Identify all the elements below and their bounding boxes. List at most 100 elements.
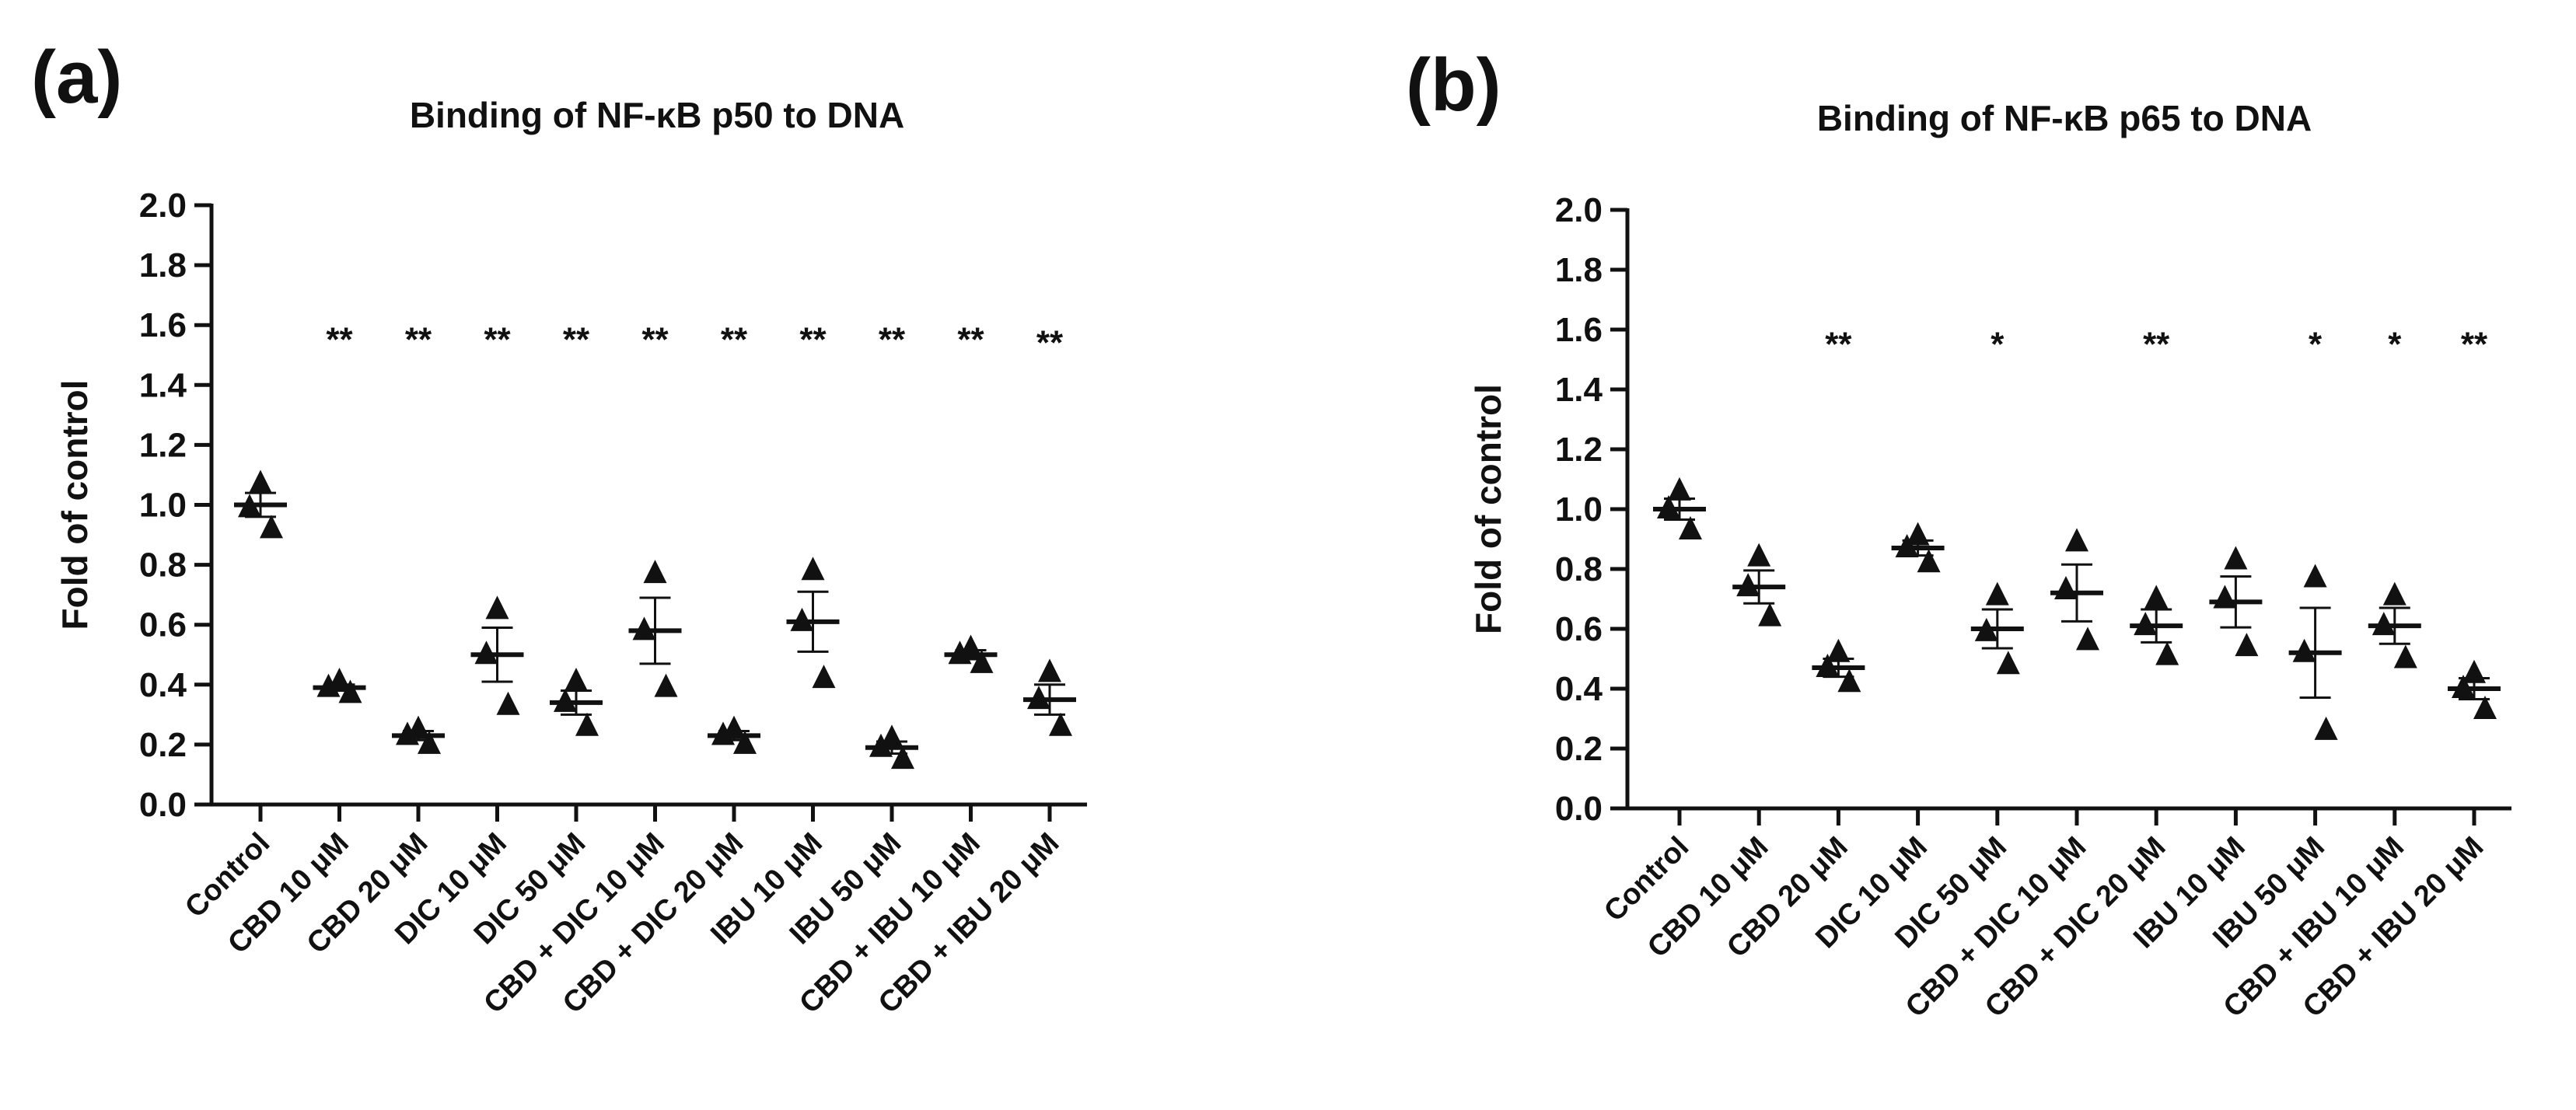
data-point [654, 673, 678, 697]
data-point [711, 721, 735, 745]
significance-marker: * [2309, 325, 2323, 363]
y-tick-label: 0.8 [1555, 550, 1603, 588]
data-point [249, 469, 272, 494]
data-point [2054, 575, 2078, 599]
data-point [1996, 651, 2020, 675]
data-point [2473, 695, 2497, 719]
chart-title: Binding of NF-κB p65 to DNA [1817, 98, 2312, 138]
panel-label: (b) [1406, 44, 1501, 127]
data-point [733, 730, 757, 754]
y-tick-label: 0.0 [1555, 790, 1603, 828]
data-point [316, 673, 341, 697]
data-point [880, 724, 904, 749]
data-point [2303, 564, 2327, 588]
data-point [2224, 546, 2248, 570]
y-tick-label: 2.0 [139, 187, 187, 225]
data-point [1826, 638, 1851, 662]
data-point [2065, 528, 2088, 552]
y-tick-label: 0.2 [139, 726, 187, 764]
y-tick-label: 1.0 [1555, 490, 1603, 529]
data-point [2235, 633, 2259, 657]
y-tick-label: 0.6 [1555, 610, 1603, 648]
data-point [643, 560, 667, 584]
significance-marker: ** [405, 320, 432, 358]
data-point [1974, 617, 1998, 641]
y-tick-label: 0.2 [1555, 730, 1603, 768]
data-point [1049, 712, 1072, 736]
significance-marker: ** [2143, 325, 2170, 363]
data-point [948, 641, 972, 665]
y-tick-label: 1.2 [139, 426, 187, 464]
significance-marker: ** [641, 320, 669, 358]
y-tick-label: 0.4 [1555, 670, 1603, 708]
y-tick-label: 1.0 [139, 487, 187, 525]
y-tick-label: 1.6 [1555, 311, 1603, 349]
data-point [2155, 641, 2179, 665]
data-point [260, 515, 283, 539]
data-point [1736, 573, 1760, 597]
data-point [891, 745, 914, 770]
data-point [554, 688, 577, 712]
data-point [418, 730, 441, 754]
data-point [1906, 522, 1930, 546]
data-point [2372, 612, 2396, 636]
data-point [2144, 585, 2169, 609]
data-point [790, 607, 814, 631]
significance-marker: ** [1036, 323, 1064, 361]
data-point [474, 641, 498, 665]
data-point [1758, 602, 1782, 627]
data-point [632, 616, 656, 641]
y-tick-label: 1.8 [1555, 251, 1603, 289]
data-point [338, 679, 362, 703]
y-tick-label: 2.0 [1555, 191, 1603, 229]
y-tick-label: 1.4 [139, 366, 187, 404]
y-axis-label: Fold of control [54, 380, 95, 630]
data-point [2382, 581, 2406, 606]
data-point [1816, 654, 1840, 678]
data-point [496, 691, 520, 715]
significance-marker: ** [326, 320, 353, 358]
data-point [2076, 627, 2099, 651]
data-point [2134, 612, 2158, 636]
significance-marker: ** [799, 320, 827, 358]
data-point [1985, 581, 2009, 606]
significance-marker: ** [957, 320, 984, 358]
data-point [2292, 638, 2316, 662]
data-point [2462, 659, 2486, 683]
y-tick-label: 0.8 [139, 546, 187, 585]
data-point [869, 733, 893, 757]
data-point [1027, 686, 1050, 710]
data-point [801, 557, 825, 581]
significance-marker: ** [721, 320, 748, 358]
data-point [2314, 716, 2338, 740]
data-point [1038, 658, 1061, 682]
data-point [1668, 476, 1691, 501]
data-point [1679, 515, 1702, 539]
y-tick-label: 1.8 [139, 246, 187, 284]
data-point [396, 721, 419, 745]
significance-marker: ** [2461, 325, 2488, 363]
y-tick-label: 0.6 [139, 606, 187, 644]
data-point [1895, 534, 1919, 558]
data-point [2452, 675, 2475, 698]
data-point [238, 494, 261, 518]
panel-label: (a) [31, 36, 122, 119]
data-point [2393, 644, 2417, 668]
data-point [1837, 668, 1861, 693]
y-tick-label: 1.2 [1555, 431, 1603, 469]
data-point [812, 665, 836, 689]
y-axis-label: Fold of control [1468, 384, 1508, 634]
significance-marker: ** [879, 320, 906, 358]
panel-b: (b) Binding of NF-κB p65 to DNA Fold of co… [1406, 44, 2511, 1024]
significance-marker: * [1991, 325, 2005, 363]
data-point [485, 595, 509, 620]
y-tick-label: 1.4 [1555, 371, 1603, 409]
data-point [2213, 585, 2237, 609]
data-point [575, 712, 599, 736]
data-point [1747, 543, 1771, 567]
significance-marker: ** [1825, 325, 1852, 363]
data-point [564, 667, 588, 691]
significance-marker: * [2388, 325, 2402, 363]
y-tick-label: 0.0 [139, 786, 187, 824]
